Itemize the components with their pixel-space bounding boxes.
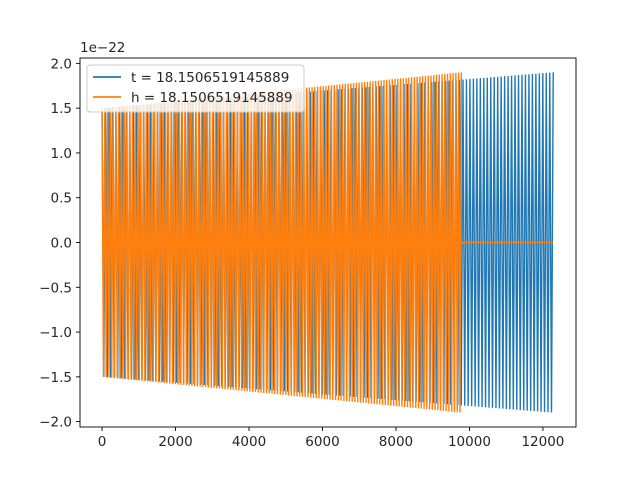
legend-entry-label: h = 18.1506519145889: [131, 90, 293, 106]
y-tick-label: 1.5: [51, 101, 72, 117]
y-offset-label: 1e−22: [80, 40, 125, 56]
y-tick-label: −1.0: [39, 325, 72, 341]
x-tick-label: 4000: [232, 434, 266, 450]
x-axis: 0 2000 4000 6000 8000 10000 12000: [98, 427, 564, 450]
y-tick-label: 2.0: [51, 56, 72, 72]
legend: t = 18.1506519145889 h = 18.1506519145889: [86, 64, 305, 113]
y-tick-label: 0.0: [51, 236, 72, 252]
y-tick-label: −0.5: [39, 280, 72, 296]
x-tick-label: 0: [98, 434, 107, 450]
x-tick-label: 12000: [521, 434, 564, 450]
legend-entry-label: t = 18.1506519145889: [131, 70, 289, 86]
legend-box: [86, 64, 305, 113]
x-tick-label: 6000: [305, 434, 339, 450]
y-tick-label: 1.0: [51, 146, 72, 162]
y-tick-label: −2.0: [39, 415, 72, 431]
y-axis: −2.0 −1.5 −1.0 −0.5 0.0 0.5 1.0 1.5 2.0: [39, 56, 80, 431]
x-tick-label: 8000: [379, 434, 413, 450]
y-tick-label: −1.5: [39, 370, 72, 386]
x-tick-label: 10000: [448, 434, 491, 450]
y-tick-label: 0.5: [51, 191, 72, 207]
x-tick-label: 2000: [158, 434, 192, 450]
